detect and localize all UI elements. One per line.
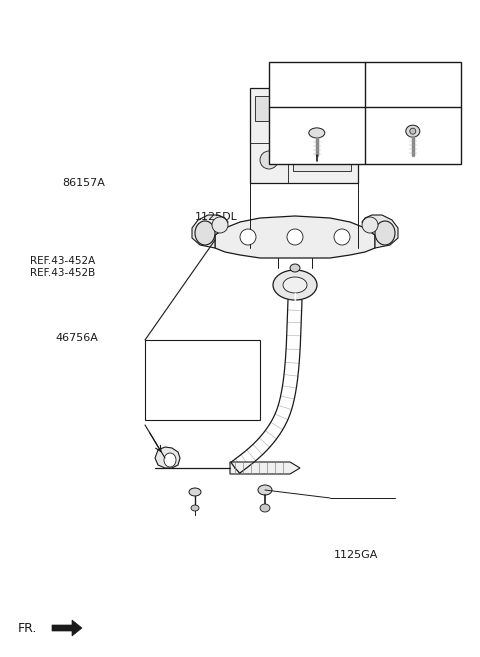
Polygon shape: [215, 216, 375, 258]
Ellipse shape: [406, 125, 420, 137]
Polygon shape: [362, 215, 398, 248]
Polygon shape: [155, 447, 180, 468]
Text: REF.43-452A: REF.43-452A: [30, 256, 95, 267]
Text: 86157A: 86157A: [62, 177, 106, 188]
Polygon shape: [52, 620, 82, 636]
Ellipse shape: [260, 151, 278, 169]
Ellipse shape: [310, 121, 334, 145]
Ellipse shape: [287, 229, 303, 245]
Ellipse shape: [375, 221, 395, 245]
Ellipse shape: [164, 453, 176, 467]
Bar: [145, 340, 260, 420]
Bar: [255, 96, 285, 121]
Ellipse shape: [260, 504, 270, 512]
Ellipse shape: [410, 128, 416, 134]
Ellipse shape: [258, 485, 272, 495]
Bar: [293, 96, 351, 171]
Text: REF.43-452B: REF.43-452B: [30, 267, 95, 278]
Ellipse shape: [290, 264, 300, 272]
Ellipse shape: [212, 217, 228, 233]
Ellipse shape: [334, 229, 350, 245]
Text: 1125DL: 1125DL: [194, 212, 237, 222]
Ellipse shape: [189, 488, 201, 496]
Polygon shape: [230, 462, 300, 474]
Text: FR.: FR.: [18, 622, 37, 635]
Ellipse shape: [240, 229, 256, 245]
Bar: [269, 62, 461, 164]
Text: 1018AD: 1018AD: [297, 79, 337, 90]
Ellipse shape: [195, 221, 215, 245]
Text: 1125GA: 1125GA: [334, 550, 378, 560]
Ellipse shape: [362, 217, 378, 233]
Polygon shape: [192, 215, 228, 248]
Text: 46756A: 46756A: [55, 333, 98, 344]
Bar: [250, 88, 358, 183]
Ellipse shape: [355, 95, 365, 105]
Ellipse shape: [283, 277, 307, 293]
Ellipse shape: [273, 270, 317, 300]
Ellipse shape: [309, 128, 325, 138]
Ellipse shape: [302, 113, 342, 153]
Text: 1125KC: 1125KC: [393, 79, 433, 90]
Ellipse shape: [191, 505, 199, 511]
